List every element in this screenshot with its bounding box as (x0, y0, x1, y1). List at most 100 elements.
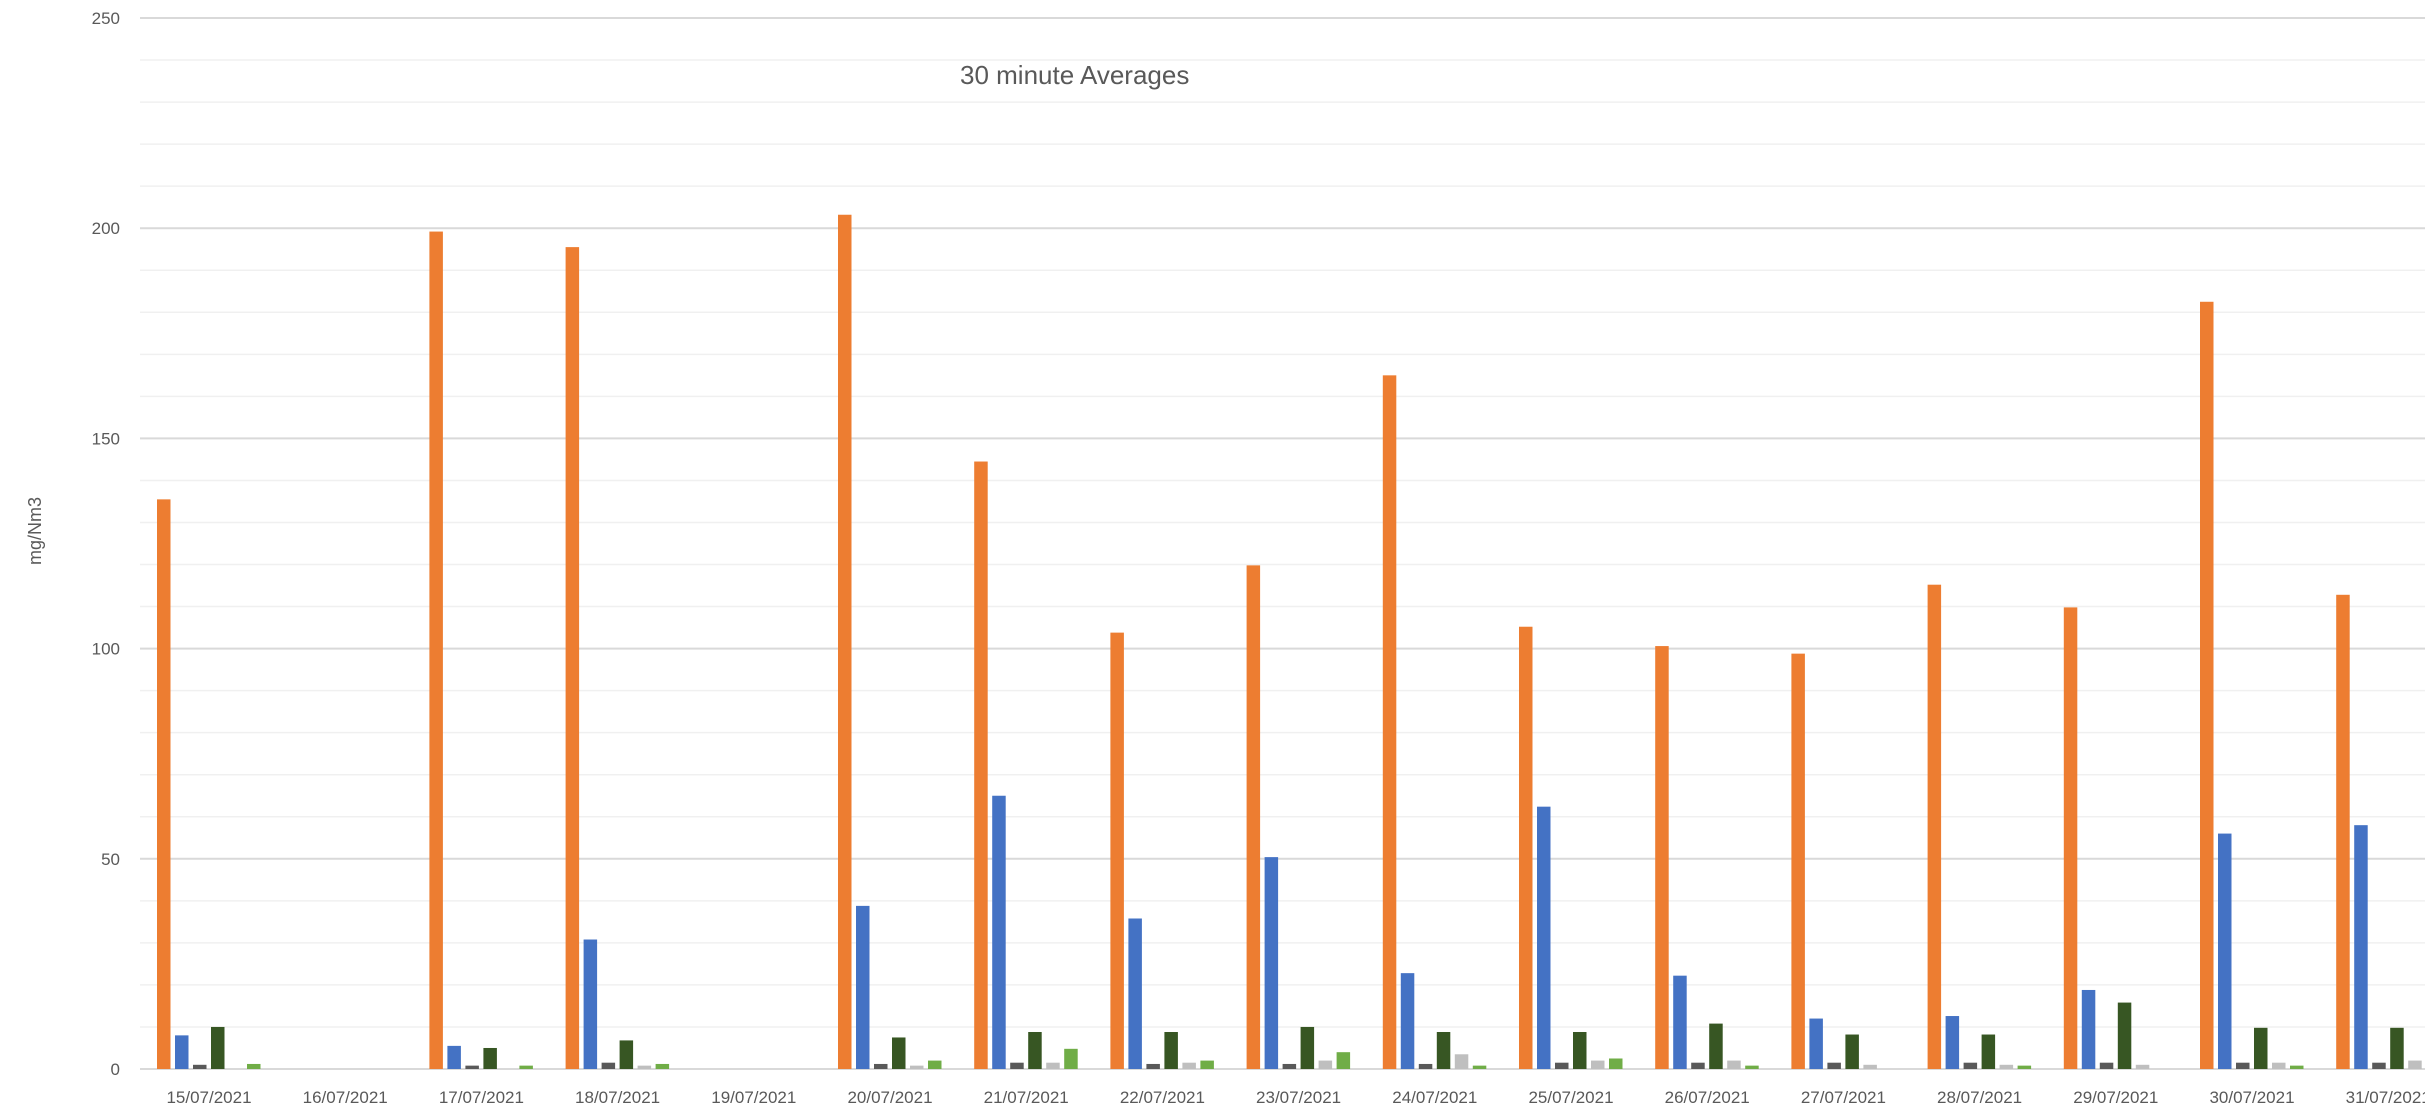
bar (211, 1026, 225, 1069)
bar (1863, 1064, 1877, 1069)
bar (1028, 1032, 1042, 1069)
bar (1164, 1032, 1178, 1069)
x-tick-label: 17/07/2021 (439, 1088, 524, 1107)
x-tick-label: 28/07/2021 (1937, 1088, 2022, 1107)
bar (1282, 1063, 1297, 1069)
bar (2236, 1062, 2250, 1069)
bar (1128, 918, 1142, 1069)
bar (1809, 1018, 1823, 1069)
x-tick-label: 22/07/2021 (1120, 1088, 1205, 1107)
bar (2135, 1064, 2150, 1069)
x-tick-label: 25/07/2021 (1528, 1088, 1613, 1107)
bar (1691, 1062, 1705, 1069)
x-tick-label: 21/07/2021 (984, 1088, 1069, 1107)
bar (2290, 1065, 2304, 1069)
bar (1827, 1062, 1841, 1069)
bar (583, 939, 598, 1069)
bar (1927, 584, 1942, 1069)
bar (2117, 1002, 2132, 1069)
bar (2272, 1062, 2286, 1069)
bar (1791, 653, 1805, 1069)
bar (1454, 1054, 1469, 1069)
bar (2063, 607, 2078, 1069)
bar (1573, 1032, 1587, 1069)
bar (1436, 1032, 1451, 1069)
bar (1400, 973, 1415, 1069)
bar (838, 214, 852, 1069)
bar (2372, 1062, 2386, 1069)
bar (1182, 1062, 1196, 1069)
bar (974, 461, 988, 1070)
chart-title: 30 minute Averages (960, 60, 1190, 90)
x-tick-label: 15/07/2021 (166, 1088, 251, 1107)
bar (992, 795, 1006, 1069)
bar (637, 1065, 652, 1069)
bar (910, 1065, 924, 1069)
bar (1963, 1062, 1978, 1069)
bar (429, 231, 443, 1069)
x-tick-label: 26/07/2021 (1665, 1088, 1750, 1107)
bar (1555, 1062, 1569, 1069)
bar (1336, 1052, 1351, 1069)
bar (928, 1060, 942, 1069)
x-tick-label: 18/07/2021 (575, 1088, 660, 1107)
bar (856, 905, 870, 1069)
x-tick-label: 27/07/2021 (1801, 1088, 1886, 1107)
bar (2336, 594, 2350, 1069)
y-tick-label: 250 (92, 9, 120, 28)
bar (1300, 1026, 1315, 1069)
bar (1673, 975, 1687, 1069)
bar (1745, 1065, 1759, 1069)
bar (1010, 1062, 1024, 1069)
bar (565, 247, 580, 1070)
bar (1845, 1034, 1859, 1069)
x-tick-label: 24/07/2021 (1392, 1088, 1477, 1107)
y-tick-label: 50 (101, 850, 120, 869)
bar (1655, 646, 1669, 1069)
bar (193, 1064, 207, 1069)
bar (247, 1063, 261, 1069)
bar (465, 1065, 479, 1069)
bar (1999, 1064, 2014, 1069)
bar (175, 1035, 189, 1069)
x-tick-label: 29/07/2021 (2073, 1088, 2158, 1107)
bar (1981, 1034, 1996, 1069)
y-tick-label: 0 (111, 1060, 120, 1079)
bar (2081, 989, 2096, 1069)
x-tick-label: 20/07/2021 (847, 1088, 932, 1107)
bar (1264, 857, 1279, 1069)
bar (1519, 626, 1533, 1069)
y-tick-label: 150 (92, 429, 120, 448)
x-tick-label: 30/07/2021 (2209, 1088, 2294, 1107)
bar (1609, 1058, 1623, 1069)
x-axis-ticks: 15/07/2021 16/07/2021 17/07/2021 18/07/2021… (166, 1088, 2425, 1107)
bar (1110, 632, 1124, 1069)
bar (2390, 1027, 2404, 1069)
bar (447, 1045, 461, 1069)
y-tick-label: 200 (92, 219, 120, 238)
bar (1046, 1062, 1060, 1069)
bar (874, 1063, 888, 1069)
bar (2254, 1027, 2268, 1069)
bar (1246, 565, 1261, 1069)
bar (601, 1062, 616, 1069)
y-axis-ticks: 0 50 100 150 200 250 (92, 9, 120, 1079)
bar (655, 1063, 670, 1069)
bar (2354, 825, 2368, 1069)
bar (1709, 1023, 1723, 1069)
bar (1382, 375, 1397, 1070)
x-tick-label: 19/07/2021 (711, 1088, 796, 1107)
bar (483, 1047, 497, 1069)
x-tick-label: 16/07/2021 (303, 1088, 388, 1107)
bar (1318, 1060, 1333, 1069)
bar (2408, 1060, 2422, 1069)
x-tick-label: 23/07/2021 (1256, 1088, 1341, 1107)
bar (1945, 1016, 1960, 1069)
bar (519, 1065, 533, 1069)
bar (1591, 1060, 1605, 1069)
bar (2017, 1065, 2032, 1069)
bar (2200, 301, 2214, 1069)
bar (2099, 1062, 2114, 1069)
bar (157, 499, 171, 1069)
